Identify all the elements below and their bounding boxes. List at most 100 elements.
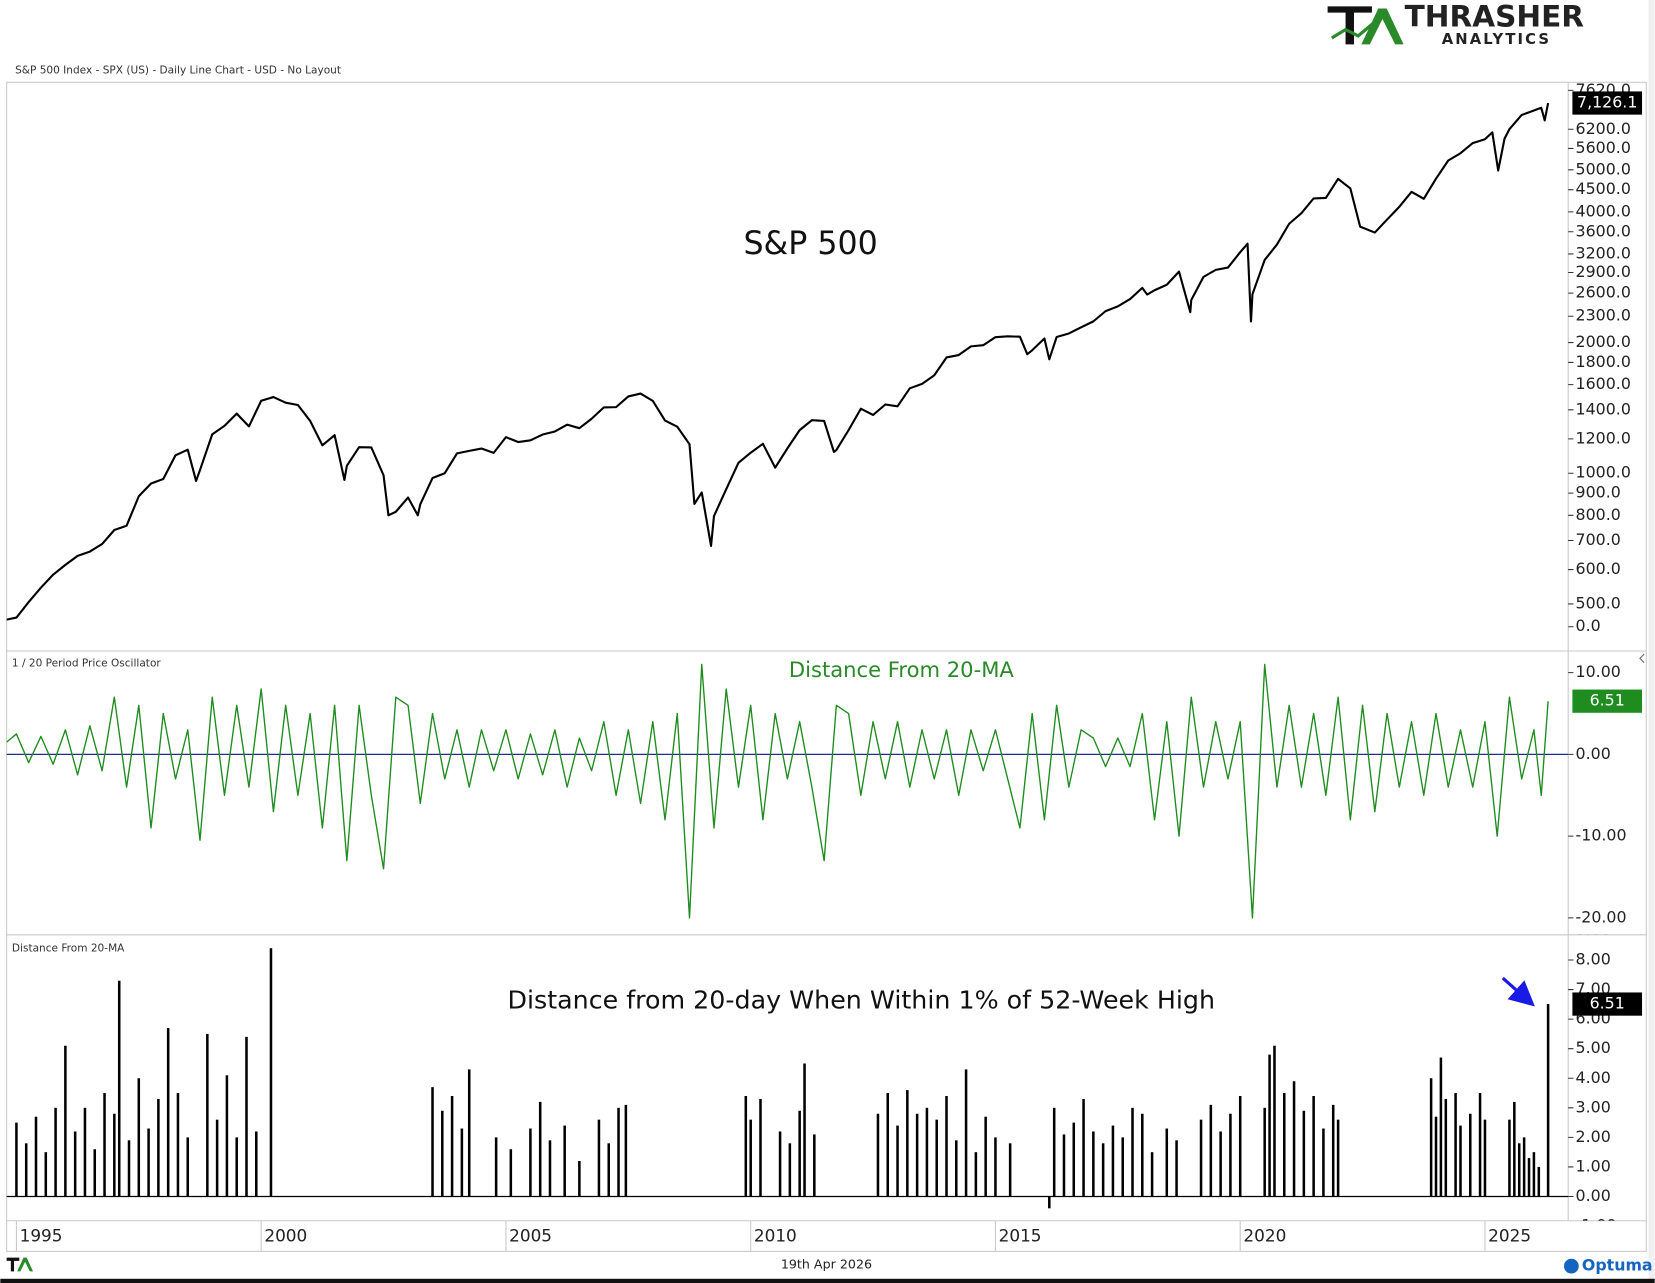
bar	[1478, 1093, 1482, 1197]
x-tick-label: 2005	[509, 1226, 552, 1246]
bar	[744, 1096, 748, 1197]
bar	[1522, 1137, 1526, 1197]
bar	[1273, 1045, 1276, 1197]
y-tick-label: 700.0	[1576, 530, 1621, 549]
bar	[1527, 1158, 1531, 1197]
bar	[225, 1075, 229, 1197]
logo-subtitle: ANALYTICS	[1442, 31, 1551, 48]
bar	[1454, 1093, 1457, 1197]
bar	[431, 1087, 434, 1197]
bar	[1131, 1107, 1134, 1197]
bar	[1052, 1107, 1056, 1197]
bar	[624, 1104, 628, 1197]
y-tick-label: 2600.0	[1576, 283, 1631, 302]
y-tick-label: 2.00	[1576, 1127, 1611, 1146]
logo: THRASHER ANALYTICS	[1327, 0, 1585, 48]
bar	[1469, 1113, 1472, 1197]
y-tick-label: -20.00	[1576, 907, 1627, 926]
y-tick-label: 1600.0	[1576, 374, 1631, 393]
annotation: S&P 500	[743, 226, 877, 262]
bar	[113, 1113, 116, 1197]
bar	[509, 1149, 513, 1197]
bar	[83, 1107, 87, 1197]
bar	[235, 1137, 238, 1197]
bar	[1532, 1152, 1536, 1197]
bar	[1513, 1101, 1516, 1197]
bar	[1268, 1054, 1271, 1197]
bar	[215, 1119, 219, 1197]
bar	[54, 1107, 57, 1197]
last-value-label: 7,126.1	[1577, 93, 1637, 112]
y-tick-label: 4000.0	[1576, 201, 1631, 220]
y-tick-label: 2000.0	[1576, 332, 1631, 351]
bar	[1331, 1104, 1335, 1197]
bar	[1101, 1143, 1105, 1197]
y-tick-label: 0.0	[1576, 616, 1601, 635]
y-axis: 10.00 0.00 -10.00 -20.00	[1568, 662, 1627, 926]
bar	[1082, 1098, 1085, 1197]
bar	[749, 1119, 752, 1197]
bar	[1092, 1131, 1095, 1197]
footer-brand: Optuma	[1582, 1256, 1653, 1275]
last-value-badge	[1572, 992, 1643, 1016]
bar	[1121, 1137, 1124, 1197]
plot-area	[6, 102, 1550, 621]
y-tick-label: 1.00	[1576, 1156, 1611, 1175]
y-tick-label: 600.0	[1576, 559, 1621, 578]
bar	[813, 1134, 816, 1197]
y-axis: 9.008.007.006.005.004.003.002.001.000.00…	[1568, 935, 1617, 1235]
logo-title: THRASHER	[1405, 0, 1585, 33]
panel-title: 1 / 20 Period Price Oscillator	[12, 658, 161, 670]
bar	[441, 1110, 444, 1197]
bar	[1459, 1125, 1462, 1197]
x-tick-label: 2025	[1488, 1226, 1531, 1246]
bar	[778, 1131, 782, 1197]
bar	[206, 1033, 209, 1197]
collapse-toggle[interactable]	[1639, 653, 1645, 663]
x-tick-label: 2020	[1243, 1226, 1286, 1246]
bar	[103, 1093, 106, 1197]
y-tick-label: 2300.0	[1576, 306, 1631, 325]
bar	[1141, 1113, 1144, 1197]
bar	[1229, 1113, 1232, 1197]
y-tick-label: 4.00	[1576, 1068, 1611, 1087]
bar	[984, 1116, 987, 1197]
bar	[945, 1096, 948, 1197]
bar	[607, 1143, 611, 1197]
bar	[1048, 1196, 1051, 1209]
bar	[1537, 1166, 1541, 1197]
bar	[1483, 1119, 1487, 1197]
bar	[1062, 1134, 1066, 1197]
bar	[529, 1128, 532, 1197]
bar	[597, 1119, 601, 1197]
bar	[460, 1128, 464, 1197]
plot-area	[6, 663, 1569, 919]
bar	[1111, 1125, 1115, 1197]
bar	[450, 1096, 454, 1197]
bar	[788, 1143, 792, 1197]
y-tick-label: 0.00	[1576, 1186, 1611, 1205]
footer-date: 19th Apr 2026	[781, 1257, 872, 1272]
footer-logo	[6, 1257, 34, 1272]
y-tick-label: -1.00	[1576, 1216, 1617, 1235]
y-tick-label: 4500.0	[1576, 179, 1631, 198]
bar	[974, 1152, 978, 1197]
bar	[1263, 1107, 1266, 1197]
y-tick-label: 800.0	[1576, 505, 1621, 524]
bar	[1439, 1057, 1443, 1197]
side-strip	[1648, 0, 1655, 1283]
bar	[563, 1125, 566, 1197]
last-value-badge	[1572, 91, 1643, 115]
bar	[548, 1140, 552, 1197]
bar	[269, 948, 273, 1197]
x-tick-label: 1995	[20, 1226, 63, 1246]
bar	[1517, 1143, 1521, 1197]
price-line	[6, 663, 1549, 919]
bar	[1336, 1119, 1340, 1197]
y-tick-label: 3600.0	[1576, 221, 1631, 240]
chart-title: S&P 500 Index - SPX (US) - Daily Line Ch…	[15, 65, 341, 77]
bar	[876, 1113, 880, 1197]
bar	[1508, 1119, 1511, 1197]
bar	[1546, 1004, 1550, 1197]
bar	[935, 1119, 938, 1197]
